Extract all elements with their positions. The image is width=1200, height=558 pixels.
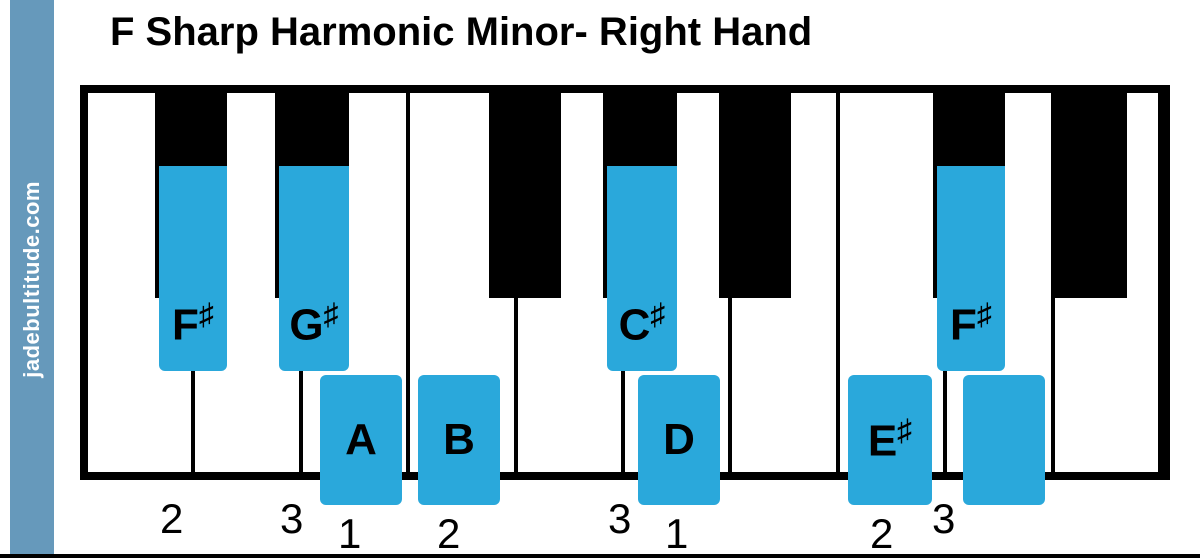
- key-label: C♯: [619, 298, 666, 351]
- key-label: D: [663, 415, 695, 465]
- key-label: F♯: [172, 298, 214, 351]
- finger-number: 2: [870, 510, 893, 558]
- finger-number: 1: [338, 510, 361, 558]
- highlighted-white-key: [963, 375, 1045, 505]
- black-key: [489, 93, 561, 298]
- finger-number: 2: [437, 510, 460, 558]
- highlighted-white-key: A: [320, 375, 402, 505]
- highlighted-black-key: F♯: [937, 166, 1005, 371]
- finger-number: 3: [280, 495, 303, 543]
- highlighted-white-key: E♯: [848, 375, 932, 505]
- highlighted-white-key: D: [638, 375, 720, 505]
- highlighted-black-key: G♯: [279, 166, 349, 371]
- highlighted-black-key: C♯: [607, 166, 677, 371]
- bottom-divider: [0, 554, 1200, 558]
- keyboard-diagram: A B D E♯ F♯ G♯ C♯ F♯: [80, 85, 1170, 480]
- sidebar: jadebultitude.com: [10, 0, 54, 558]
- finger-number: 3: [932, 495, 955, 543]
- page-title: F Sharp Harmonic Minor- Right Hand: [110, 10, 1200, 55]
- content: F Sharp Harmonic Minor- Right Hand A B D E♯…: [70, 0, 1200, 558]
- highlighted-black-key: F♯: [159, 166, 227, 371]
- key-label: E♯: [868, 414, 912, 467]
- sidebar-text: jadebultitude.com: [19, 181, 45, 378]
- finger-number: 3: [608, 495, 631, 543]
- black-key: [1053, 93, 1127, 298]
- finger-number: 1: [665, 510, 688, 558]
- key-label: B: [443, 415, 475, 465]
- black-key: [719, 93, 791, 298]
- finger-number: 2: [160, 495, 183, 543]
- key-label: A: [345, 415, 377, 465]
- key-label: F♯: [950, 298, 992, 351]
- key-label: G♯: [289, 298, 338, 351]
- highlighted-white-key: B: [418, 375, 500, 505]
